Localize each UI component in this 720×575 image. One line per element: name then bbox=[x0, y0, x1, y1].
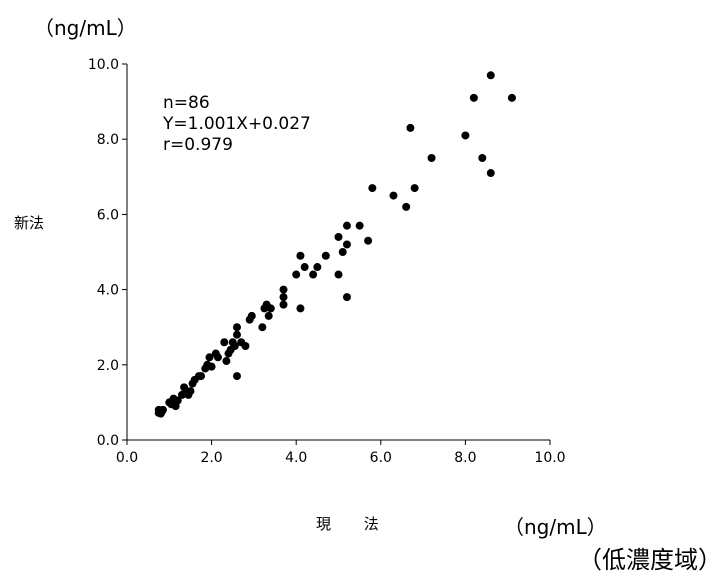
data-point bbox=[402, 202, 411, 211]
stats-annotation: n=86 Y=1.001X+0.027 r=0.979 bbox=[163, 93, 311, 156]
data-point bbox=[279, 293, 288, 302]
annotation-regression: Y=1.001X+0.027 bbox=[163, 114, 311, 134]
data-point bbox=[296, 251, 305, 260]
data-point bbox=[232, 330, 241, 339]
data-point bbox=[313, 263, 322, 272]
data-point bbox=[410, 184, 419, 193]
data-point bbox=[334, 232, 343, 241]
data-point bbox=[342, 293, 351, 302]
data-point bbox=[321, 251, 330, 260]
data-point bbox=[478, 154, 487, 162]
y-tick-label: 2.0 bbox=[97, 358, 119, 374]
tick-labels: 0.0 2.0 4.0 6.0 8.0 10.0 0.0 2.0 4.0 6.0 8.0 10.0 bbox=[88, 57, 566, 466]
data-point bbox=[213, 353, 222, 362]
x-tick-label: 4.0 bbox=[285, 450, 307, 466]
data-point bbox=[279, 285, 288, 294]
y-tick-label: 0.0 bbox=[97, 433, 119, 449]
data-point bbox=[364, 236, 373, 245]
data-point bbox=[266, 304, 275, 313]
data-point bbox=[427, 154, 436, 162]
x-tick-label: 6.0 bbox=[370, 450, 392, 466]
data-point bbox=[197, 372, 206, 381]
data-point bbox=[186, 387, 195, 396]
data-point bbox=[355, 221, 364, 230]
data-point bbox=[173, 396, 182, 405]
data-point bbox=[232, 372, 241, 381]
data-points bbox=[154, 71, 516, 418]
data-point bbox=[258, 323, 267, 332]
data-point bbox=[368, 184, 377, 193]
y-tick-label: 4.0 bbox=[97, 283, 119, 299]
chart-subtitle: （低濃度域） bbox=[578, 546, 720, 574]
y-tick-label: 10.0 bbox=[88, 57, 119, 73]
data-point bbox=[205, 353, 214, 362]
y-axis-label: 新法 bbox=[14, 214, 45, 232]
data-point bbox=[342, 221, 351, 230]
data-point bbox=[232, 323, 241, 332]
data-point bbox=[389, 191, 398, 200]
data-point bbox=[461, 131, 470, 140]
data-point bbox=[279, 300, 288, 309]
data-point bbox=[334, 270, 343, 279]
data-point bbox=[154, 405, 163, 414]
data-point bbox=[292, 270, 301, 279]
data-point bbox=[486, 71, 495, 80]
data-point bbox=[342, 240, 351, 249]
x-tick-label: 8.0 bbox=[454, 450, 476, 466]
x-tick-label: 2.0 bbox=[200, 450, 222, 466]
annotation-n: n=86 bbox=[163, 93, 210, 113]
axes bbox=[122, 63, 551, 445]
data-point bbox=[220, 338, 229, 347]
data-point bbox=[247, 311, 256, 320]
data-point bbox=[230, 342, 239, 350]
data-point bbox=[264, 311, 273, 320]
y-axis-unit: （ng/mL） bbox=[34, 16, 137, 40]
data-point bbox=[338, 248, 347, 256]
data-point bbox=[241, 342, 250, 350]
y-tick-label: 6.0 bbox=[97, 207, 119, 223]
data-point bbox=[300, 263, 309, 272]
data-point bbox=[507, 93, 516, 102]
data-point bbox=[222, 357, 231, 366]
data-point bbox=[469, 93, 478, 102]
annotation-r: r=0.979 bbox=[163, 135, 233, 155]
y-tick-label: 8.0 bbox=[97, 132, 119, 148]
x-tick-label: 10.0 bbox=[534, 450, 565, 466]
x-axis-unit: （ng/mL） bbox=[504, 515, 607, 539]
data-point bbox=[207, 362, 216, 371]
data-point bbox=[486, 169, 495, 178]
data-point bbox=[296, 304, 305, 313]
data-point bbox=[309, 270, 318, 279]
x-tick-label: 0.0 bbox=[116, 450, 138, 466]
data-point bbox=[406, 123, 415, 132]
x-axis-label: 現 法 bbox=[316, 515, 393, 533]
